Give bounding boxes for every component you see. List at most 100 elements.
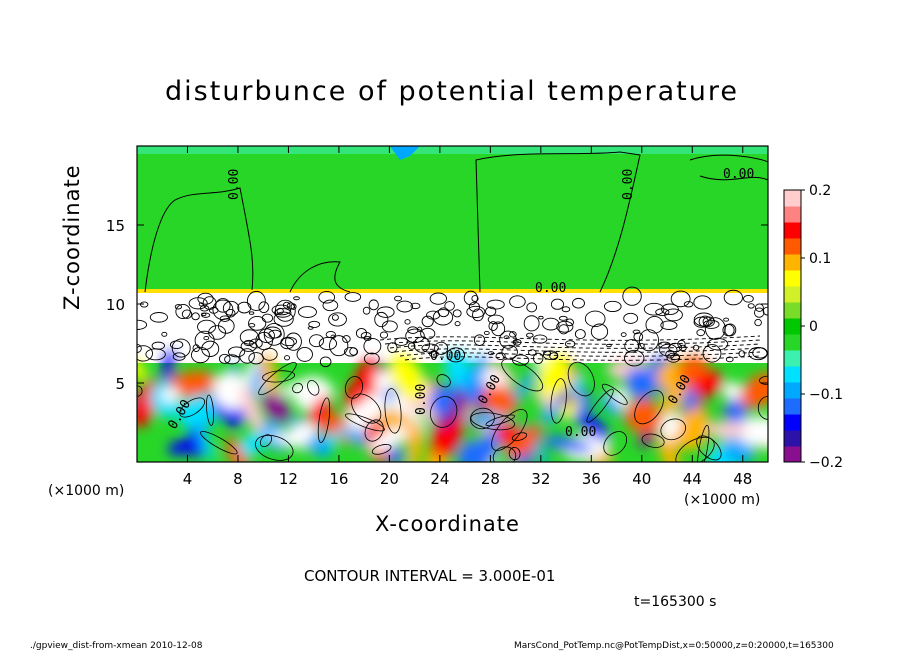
contour-loop (149, 312, 168, 323)
contour-loop (285, 332, 302, 351)
y-tick-label: 10 (106, 296, 125, 314)
contour-line (289, 261, 351, 293)
contour-loop (503, 335, 510, 340)
contour-loop (215, 298, 231, 313)
contour-loop (328, 312, 347, 327)
x-tick-label: 24 (430, 470, 449, 488)
contour-loop (237, 301, 252, 314)
contour-loop (434, 341, 449, 355)
contour-loop (363, 337, 382, 355)
contour-loop (362, 306, 371, 315)
color-blob (407, 425, 423, 462)
colorbar-swatch (784, 446, 801, 463)
contour-loop (702, 344, 722, 363)
contour-loop (703, 319, 720, 329)
color-blob (463, 355, 489, 393)
contour-loop (280, 337, 295, 350)
color-blob (389, 354, 426, 400)
colorbar-swatch (784, 254, 801, 271)
contour-loop (491, 321, 506, 337)
time-stamp: t=165300 s (634, 594, 717, 610)
colorbar-swatch (784, 366, 801, 383)
color-blob (167, 439, 198, 456)
y-tick-label: 15 (106, 217, 125, 235)
contour-loop (487, 314, 504, 325)
color-blob (677, 408, 711, 451)
y-tick-label: 5 (115, 375, 125, 393)
contour-loop (454, 321, 461, 327)
contour-loop (368, 299, 379, 311)
color-blob (284, 422, 317, 446)
contour-loop (429, 292, 447, 305)
contour-loop (258, 301, 270, 314)
x-axis-label: X-coordinate (375, 512, 520, 536)
contour-dashed (399, 351, 761, 357)
contour-loop (197, 319, 217, 334)
contour-loop (538, 315, 544, 320)
contour-loop (469, 407, 495, 430)
contour-loop (601, 383, 628, 405)
contour-loop (317, 397, 331, 443)
contour-loop (421, 343, 439, 353)
contour-loop (664, 308, 683, 322)
contour-loop (550, 298, 565, 310)
color-blob (625, 367, 655, 400)
contour-loop (174, 304, 182, 310)
contour-dashed (384, 339, 761, 345)
contour-loop (420, 327, 436, 340)
contour-loop (572, 297, 585, 309)
x-unit-label-left: (×1000 m) (48, 483, 125, 499)
contour-loop (219, 315, 231, 322)
contour-loop (743, 294, 754, 303)
contour-loop (501, 358, 544, 392)
tropopause-band (137, 289, 768, 293)
contour-loop (436, 374, 451, 388)
contour-loop (309, 334, 325, 348)
color-blob (436, 392, 467, 428)
contour-loop (239, 348, 255, 364)
contour-loop (488, 321, 498, 332)
colorbar-swatch (784, 206, 801, 223)
contour-loop (748, 347, 768, 361)
contour-loop (526, 302, 538, 313)
colorbar-swatch (784, 414, 801, 431)
contour-loop (508, 446, 521, 461)
contour-loop (376, 306, 395, 318)
contour-loop (624, 349, 645, 367)
contour-loop (342, 335, 351, 343)
contour-loop (754, 303, 764, 312)
contour-loop (284, 355, 290, 361)
colorbar-swatch (784, 334, 801, 351)
contour-loop (374, 311, 389, 328)
contour-loop (624, 339, 640, 353)
color-blob (740, 372, 768, 409)
colorbar-swatch (784, 238, 801, 255)
contour-loop (754, 307, 765, 318)
contour-loop (140, 301, 149, 308)
y-axis-label: Z-coordinate (60, 164, 84, 310)
contour-loop (661, 303, 679, 315)
contour-loop (405, 328, 425, 344)
contour-label: 0.00 (565, 425, 596, 440)
colorbar-swatch (784, 430, 801, 447)
color-blob (703, 421, 748, 438)
colorbar-swatch (784, 302, 801, 319)
contour-loop (319, 356, 332, 368)
colorbar-swatch (784, 398, 801, 415)
contour-loop (203, 335, 210, 341)
contour-line (475, 151, 641, 293)
contour-loop (246, 290, 266, 311)
color-blob (661, 433, 686, 460)
contour-loop (670, 290, 691, 308)
color-blob (212, 372, 250, 410)
contour-loop (261, 347, 278, 361)
contour-loop (693, 295, 712, 310)
x-tick-label: 20 (380, 470, 399, 488)
upper-layer (137, 146, 768, 292)
contour-loop (485, 306, 497, 317)
contour-dashed (389, 343, 761, 349)
contour-loop (723, 289, 743, 306)
contour-loop (191, 346, 210, 364)
